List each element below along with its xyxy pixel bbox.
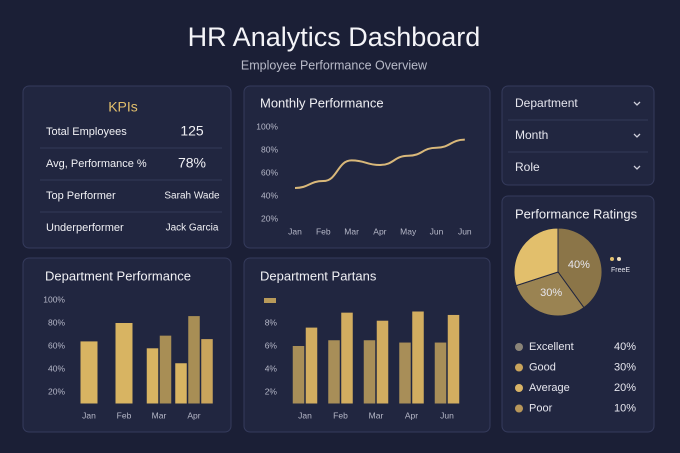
bar — [188, 316, 200, 404]
legend-dot — [610, 257, 614, 261]
filter-dropdown[interactable]: Role — [515, 160, 540, 174]
bar — [363, 340, 376, 404]
subtitle: Employee Performance Overview — [241, 58, 428, 72]
y-tick-label: 60% — [48, 340, 65, 350]
bar — [447, 314, 460, 404]
y-tick-label: 6% — [265, 340, 278, 350]
legend-dot — [515, 384, 523, 392]
legend-dot — [617, 257, 621, 261]
x-tick-label: Jun — [458, 226, 472, 236]
y-tick-label: 2% — [265, 386, 278, 396]
kpi-value: 78% — [178, 155, 206, 171]
bar — [115, 323, 133, 404]
x-tick-label: Feb — [117, 410, 132, 420]
chart-title: Department Partans — [260, 268, 377, 283]
x-tick-label: Apr — [373, 226, 386, 236]
y-tick-label: 20% — [261, 213, 278, 223]
legend-note: FreeE — [611, 267, 630, 274]
x-tick-label: Jan — [82, 410, 96, 420]
bar — [175, 363, 187, 404]
bar — [80, 341, 98, 404]
x-tick-label: Mar — [369, 410, 384, 420]
x-tick-label: Mar — [152, 410, 167, 420]
legend-label: Good — [529, 361, 556, 373]
chevron[interactable] — [633, 101, 641, 106]
kpi-value: Sarah Wade — [164, 191, 220, 202]
y-tick-label: 40% — [261, 190, 278, 200]
slice-label: 40% — [568, 259, 590, 271]
kpi-label: Total Employees — [46, 126, 127, 138]
bar — [412, 311, 424, 404]
legend-label: Average — [529, 382, 570, 394]
y-tick-label: 80% — [48, 317, 65, 327]
x-tick-label: Jun — [430, 226, 444, 236]
kpi-panel — [22, 85, 232, 249]
bar — [201, 339, 213, 404]
bar — [159, 335, 172, 404]
title: HR Analytics Dashboard — [188, 22, 481, 52]
filter-panel — [501, 85, 655, 186]
pie-slice — [513, 227, 559, 287]
chevron[interactable] — [633, 165, 641, 170]
x-tick-label: Apr — [187, 410, 200, 420]
ratings-panel — [501, 195, 655, 433]
y-tick-label: 40% — [48, 363, 65, 373]
y-tick-label: 60% — [261, 167, 278, 177]
kpi-title: KPIs — [108, 99, 138, 115]
kpi-value: 125 — [180, 123, 204, 139]
kpi-label: Underperformer — [46, 222, 124, 234]
kpi-value: Jack Garcia — [166, 223, 219, 234]
chart-title: Monthly Performance — [260, 95, 384, 110]
x-tick-label: May — [400, 226, 417, 236]
x-tick-label: Mar — [344, 226, 359, 236]
bar — [341, 312, 353, 404]
pie-slice — [515, 271, 585, 317]
filter-dropdown[interactable]: Department — [515, 96, 578, 110]
bar — [434, 342, 447, 404]
y-tick-label: 100% — [256, 121, 278, 131]
y-tick-label: 80% — [261, 144, 278, 154]
x-tick-label: Jun — [440, 410, 454, 420]
chart-title: Performance Ratings — [515, 206, 638, 221]
chevron[interactable] — [633, 133, 641, 138]
bar — [292, 346, 305, 404]
filter-dropdown[interactable]: Month — [515, 128, 548, 142]
x-tick-label: Feb — [316, 226, 331, 236]
y-tick-label: 20% — [48, 386, 65, 396]
x-tick-label: Jan — [298, 410, 312, 420]
line-panel — [243, 85, 491, 249]
kpi-label: Top Performer — [46, 190, 116, 202]
x-tick-label: Jan — [288, 226, 302, 236]
line — [294, 138, 465, 189]
kpi-label: Avg, Performance % — [46, 158, 147, 170]
bar — [399, 342, 411, 404]
slice-label: 30% — [540, 287, 562, 299]
chart-title: Department Performance — [45, 268, 191, 283]
y-tick-label: 4% — [265, 363, 278, 373]
legend-value: 40% — [614, 341, 636, 353]
legend-label: Excellent — [529, 341, 574, 353]
y-tick-label: 100% — [43, 294, 65, 304]
y-tick-label: 8% — [265, 317, 278, 327]
bar — [146, 348, 159, 404]
legend-value: 20% — [614, 382, 636, 394]
x-tick-label: Feb — [333, 410, 348, 420]
legend-swatch — [264, 298, 276, 303]
legend-value: 30% — [614, 361, 636, 373]
bar — [328, 340, 340, 404]
legend-dot — [515, 404, 523, 413]
legend-dot — [515, 343, 523, 351]
legend-dot — [515, 363, 523, 372]
legend-label: Poor — [529, 402, 553, 414]
bar — [305, 327, 318, 404]
legend-value: 10% — [614, 402, 636, 414]
x-tick-label: Apr — [405, 410, 418, 420]
bar — [376, 320, 389, 404]
pie-slice — [557, 227, 603, 309]
